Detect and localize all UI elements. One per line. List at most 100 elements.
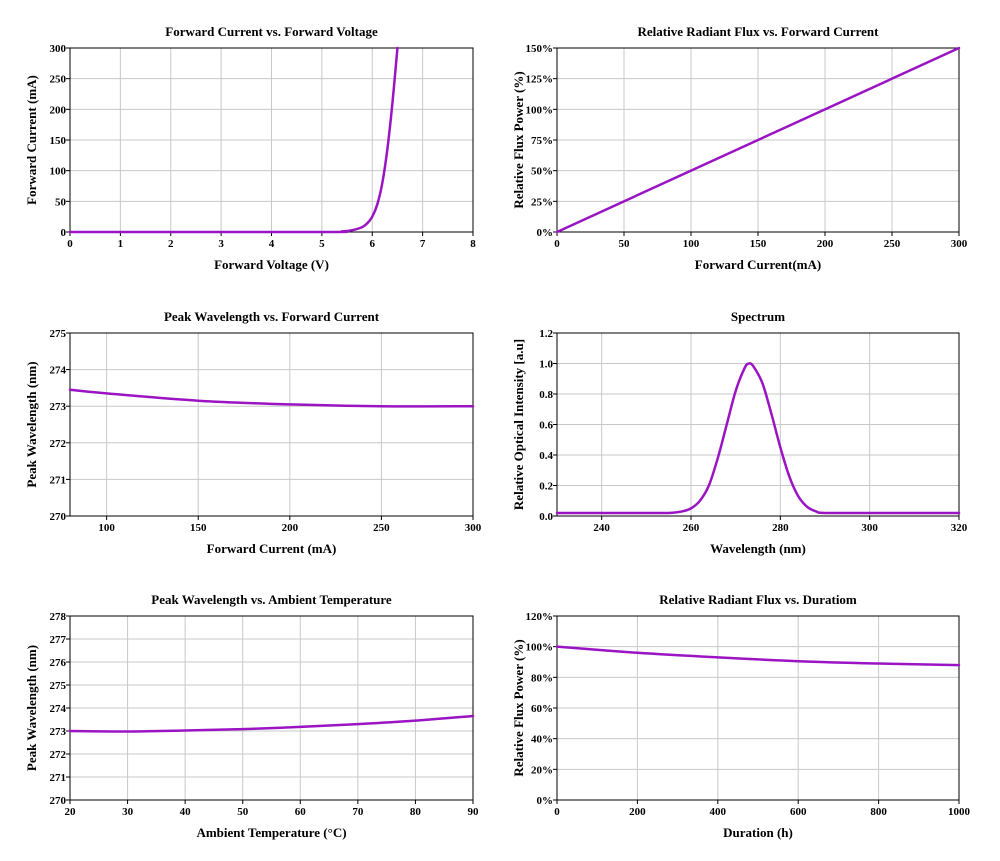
x-tick-label: 250 [373, 522, 390, 534]
y-tick-label: 60% [531, 703, 553, 715]
x-tick-label: 4 [269, 238, 275, 250]
x-tick-label: 1 [118, 238, 124, 250]
series-line [555, 645, 961, 667]
y-tick-label: 25% [531, 196, 553, 208]
y-tick-label: 150 [50, 135, 67, 147]
y-tick-label: 40% [531, 734, 553, 746]
x-tick-label: 6 [370, 238, 376, 250]
y-tick-label: 0.4 [539, 450, 553, 462]
y-tick-label: 1.0 [539, 359, 553, 371]
x-tick-label: 150 [190, 522, 207, 534]
series-line [555, 46, 961, 234]
x-tick-label: 7 [420, 238, 426, 250]
x-tick-label: 200 [817, 238, 834, 250]
chart-5: 20 30 40 50 60 70 80 90 270 271 272 273 274 275 276 277… [24, 592, 479, 840]
y-tick-label: 300 [50, 43, 67, 55]
chart-title: Peak Wavelength vs. Forward Current [164, 309, 380, 324]
x-axis-label: Wavelength (nm) [710, 541, 806, 556]
x-tick-label: 5 [319, 238, 325, 250]
x-tick-label: 200 [282, 522, 299, 534]
y-tick-label: 50 [55, 196, 67, 208]
chart-title: Spectrum [731, 309, 785, 324]
y-tick-label: 80% [531, 672, 553, 684]
x-tick-label: 8 [470, 238, 476, 250]
y-tick-label: 50% [531, 166, 553, 178]
y-tick-label: 276 [50, 657, 67, 669]
x-tick-label: 280 [772, 522, 789, 534]
y-tick-label: 277 [50, 634, 67, 646]
y-tick-label: 274 [50, 703, 67, 715]
y-tick-label: 272 [50, 749, 67, 761]
y-axis-label: Forward Current (mA) [24, 75, 39, 205]
x-axis-label: Forward Voltage (V) [214, 257, 329, 272]
x-tick-label: 30 [122, 806, 134, 818]
x-tick-label: 800 [870, 806, 887, 818]
y-tick-label: 0% [537, 795, 554, 807]
x-tick-label: 260 [683, 522, 700, 534]
y-tick-label: 20% [531, 764, 553, 776]
y-tick-label: 120% [526, 611, 554, 623]
x-tick-label: 50 [237, 806, 249, 818]
y-tick-label: 275 [50, 328, 67, 340]
chart-6: 0 200 400 600 800 1000 0% 20% 40% 60% 80% 100% 120% R… [511, 592, 971, 840]
x-axis-label: Ambient Temperature (°C) [196, 825, 346, 840]
x-tick-label: 90 [468, 806, 480, 818]
y-tick-label: 273 [50, 401, 67, 413]
x-tick-label: 300 [951, 238, 968, 250]
x-axis-label: Duration (h) [723, 825, 793, 840]
x-axis-label: Forward Current (mA) [207, 541, 337, 556]
y-axis-label: Relative Flux Power (%) [511, 639, 526, 776]
y-tick-label: 150% [526, 43, 554, 55]
y-tick-label: 0.2 [539, 481, 553, 493]
chart-title: Relative Radiant Flux vs. Duratiom [659, 592, 857, 607]
y-tick-label: 0% [537, 227, 554, 239]
x-tick-label: 3 [218, 238, 224, 250]
y-axis-label: Peak Wavelength (nm) [24, 645, 39, 771]
series-line [68, 46, 399, 234]
y-tick-label: 1.2 [539, 328, 553, 340]
y-tick-label: 0 [61, 227, 67, 239]
x-tick-label: 240 [593, 522, 610, 534]
x-tick-label: 0 [554, 238, 560, 250]
y-tick-label: 100% [526, 104, 554, 116]
x-tick-label: 100 [683, 238, 700, 250]
x-tick-label: 0 [554, 806, 560, 818]
chart-3: 100 150 200 250 300 270 271 272 273 274 275 Peak Wa… [24, 309, 482, 556]
series-line [68, 388, 475, 408]
y-tick-label: 250 [50, 74, 67, 86]
y-tick-label: 271 [50, 772, 67, 784]
x-tick-label: 0 [67, 238, 73, 250]
y-tick-label: 278 [50, 611, 67, 623]
y-tick-label: 274 [50, 365, 67, 377]
x-tick-label: 100 [98, 522, 115, 534]
x-tick-label: 80 [410, 806, 422, 818]
y-tick-label: 270 [50, 511, 67, 523]
y-tick-label: 100 [50, 166, 67, 178]
y-tick-label: 125% [526, 74, 554, 86]
y-axis-label: Peak Wavelength (nm) [24, 361, 39, 487]
y-tick-label: 200 [50, 104, 67, 116]
x-tick-label: 2 [168, 238, 174, 250]
x-tick-label: 1000 [948, 806, 971, 818]
y-tick-label: 273 [50, 726, 67, 738]
x-tick-label: 20 [65, 806, 77, 818]
y-tick-label: 270 [50, 795, 67, 807]
y-tick-label: 0.8 [539, 389, 553, 401]
chart-title: Relative Radiant Flux vs. Forward Curren… [638, 24, 880, 39]
x-tick-label: 50 [619, 238, 631, 250]
y-tick-label: 275 [50, 680, 67, 692]
plot-area [69, 332, 474, 517]
x-tick-label: 400 [710, 806, 727, 818]
y-axis-label: Relative Optical Intensity [a.u] [511, 339, 526, 510]
y-tick-label: 0.0 [539, 511, 553, 523]
series-line [68, 714, 475, 733]
chart-4: 240 260 280 300 320 0.0 0.2 0.4 0.6 0.8 1.0 1.2 Spec… [511, 309, 968, 556]
x-tick-label: 300 [861, 522, 878, 534]
y-tick-label: 272 [50, 438, 67, 450]
chart-2: 0 50 100 150 200 250 300 0% 25% 50% 75% 100% 125% 150… [511, 24, 968, 272]
x-tick-label: 320 [951, 522, 968, 534]
x-tick-label: 300 [465, 522, 482, 534]
chart-1: 0 1 2 3 4 5 6 7 8 0 50 100 150 200 250 300 Forward Curre… [24, 24, 476, 272]
x-tick-label: 600 [790, 806, 807, 818]
